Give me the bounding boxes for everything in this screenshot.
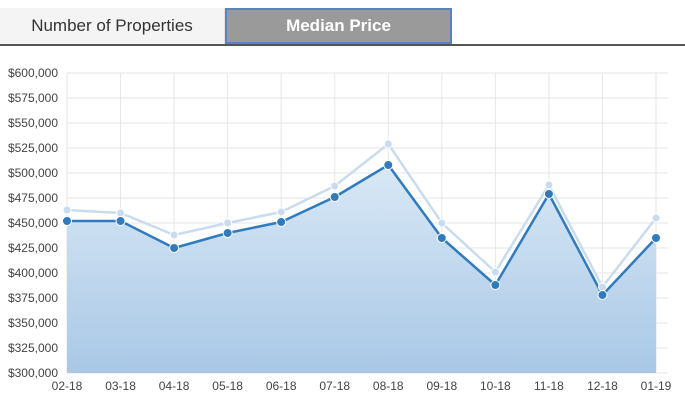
y-tick-label: $475,000 [8,191,58,205]
x-tick-label: 11-18 [534,379,564,393]
series-lines [66,142,657,297]
area-fill-layer [67,165,656,373]
series-line-primary [67,163,657,297]
data-point-primary [329,192,340,202]
y-tick-label: $325,000 [8,341,58,355]
x-tick-label: 04-18 [159,379,190,393]
data-point-secondary [116,208,126,218]
y-tick-label: $300,000 [8,366,58,380]
tab-underline [0,44,685,46]
median-price-chart: $600,000 $575,000 $550,000 $525,000 $500,000… [8,66,672,393]
x-axis-labels: 02-18 03-18 04-18 05-18 06-18 07-18 08-18 09-18… [52,379,672,393]
y-tick-label: $350,000 [8,316,58,330]
x-tick-label: 10-18 [480,379,511,393]
y-tick-label: $375,000 [8,291,58,305]
y-tick-label: $550,000 [8,116,58,130]
data-point-primary [436,233,447,243]
tab-bar: Number of Properties Median Price [0,0,685,46]
data-point-secondary [62,205,72,215]
data-point-secondary [651,213,661,223]
area-fill [67,165,656,373]
data-point-secondary [490,267,500,277]
data-point-secondary [330,181,340,191]
data-point-primary [651,233,661,243]
y-axis-labels: $600,000 $575,000 $550,000 $525,000 $500,000… [8,66,58,380]
y-tick-label: $600,000 [8,66,58,80]
tab-median-price[interactable]: Median Price [225,8,452,44]
data-point-primary [222,228,233,238]
data-point-secondary [276,207,286,217]
data-point-secondary [169,230,179,240]
data-point-secondary [383,139,393,149]
data-point-primary [169,243,180,253]
x-tick-label: 02-18 [52,379,83,393]
data-point-primary [490,280,501,290]
x-tick-label: 01-19 [641,379,672,393]
x-tick-label: 05-18 [212,379,243,393]
x-tick-label: 03-18 [105,379,136,393]
x-tick-label: 12-18 [587,379,618,393]
series-points [62,139,661,300]
y-tick-label: $400,000 [8,266,58,280]
data-point-primary [383,160,394,170]
data-point-primary [543,189,554,199]
data-point-primary [115,216,126,226]
data-point-secondary [223,218,233,228]
data-point-secondary [544,180,554,190]
data-point-primary [62,216,72,226]
data-point-secondary [437,218,447,228]
data-point-secondary [597,282,607,292]
data-point-primary [276,217,287,227]
x-tick-label: 08-18 [373,379,404,393]
x-tick-label: 06-18 [266,379,297,393]
y-tick-label: $525,000 [8,141,58,155]
y-tick-label: $500,000 [8,166,58,180]
series-line-secondary [66,142,657,289]
tab-number-of-properties[interactable]: Number of Properties [0,8,225,44]
y-tick-label: $450,000 [8,216,58,230]
data-point-primary [597,290,608,300]
y-tick-label: $425,000 [8,241,58,255]
x-tick-label: 07-18 [319,379,350,393]
y-tick-label: $575,000 [8,91,58,105]
x-tick-label: 09-18 [426,379,457,393]
